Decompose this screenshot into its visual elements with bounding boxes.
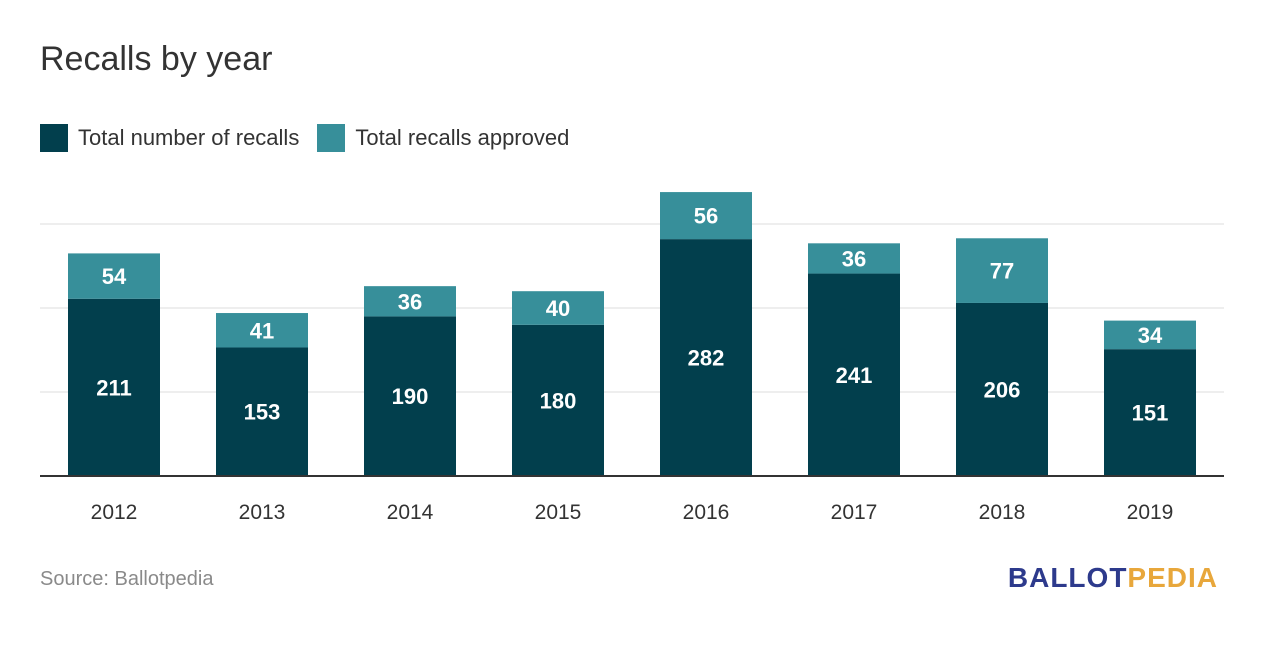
bar-approved-2017: [808, 243, 900, 274]
data-label-approved-2015: 40: [546, 296, 570, 321]
data-label-total-2013: 153: [244, 400, 281, 425]
bar-total-2013: [216, 347, 308, 476]
chart-legend: Total number of recalls Total recalls ap…: [40, 124, 587, 152]
data-label-total-2017: 241: [836, 363, 873, 388]
data-label-approved-2013: 41: [250, 318, 274, 343]
data-label-total-2015: 180: [540, 388, 577, 413]
bar-total-2014: [364, 316, 456, 476]
data-label-approved-2017: 36: [842, 246, 866, 271]
ballotpedia-logo: BALLOTPEDIA: [1008, 562, 1218, 594]
x-tick-label-2015: 2015: [535, 501, 582, 524]
data-label-total-2012: 211: [96, 375, 132, 400]
x-tick-label-2017: 2017: [831, 501, 878, 524]
data-label-total-2014: 190: [392, 384, 429, 409]
logo-ballot-text: BALLOT: [1007, 562, 1128, 593]
bar-approved-2018: [956, 238, 1048, 303]
bar-approved-2015: [512, 291, 604, 325]
legend-label-approved: Total recalls approved: [355, 125, 570, 150]
bar-approved-2016: [660, 192, 752, 240]
bar-approved-2013: [216, 313, 308, 348]
data-label-total-2018: 206: [984, 377, 1021, 402]
chart-title: Recalls by year: [40, 40, 273, 78]
bar-total-2016: [660, 239, 752, 476]
bar-total-2018: [956, 302, 1048, 476]
bar-approved-2019: [1104, 320, 1196, 350]
source-note: Source: Ballotpedia: [40, 568, 214, 590]
x-tick-label-2018: 2018: [979, 501, 1026, 524]
legend-swatch-total: [40, 124, 68, 152]
legend-item-total: Total number of recalls: [40, 124, 299, 152]
legend-swatch-approved: [317, 124, 346, 152]
x-tick-label-2013: 2013: [239, 501, 286, 524]
legend-item-approved: Total recalls approved: [317, 124, 569, 152]
data-label-approved-2014: 36: [398, 289, 422, 314]
data-label-approved-2016: 56: [694, 204, 718, 229]
bar-total-2015: [512, 324, 604, 476]
bar-approved-2012: [68, 253, 160, 299]
data-label-approved-2012: 54: [102, 264, 127, 289]
data-label-approved-2019: 34: [1138, 323, 1163, 348]
legend-label-total: Total number of recalls: [78, 125, 300, 150]
bar-total-2019: [1104, 349, 1196, 476]
data-label-approved-2018: 77: [990, 259, 1014, 284]
bar-total-2012: [68, 298, 160, 476]
bar-total-2017: [808, 273, 900, 476]
x-tick-label-2016: 2016: [683, 501, 730, 524]
logo-pedia-text: PEDIA: [1127, 562, 1218, 593]
x-tick-label-2019: 2019: [1127, 501, 1174, 524]
bar-approved-2014: [364, 286, 456, 317]
x-tick-label-2014: 2014: [387, 501, 434, 524]
data-label-total-2016: 282: [688, 346, 725, 371]
x-tick-label-2012: 2012: [91, 501, 138, 524]
data-label-total-2019: 151: [1132, 401, 1169, 426]
